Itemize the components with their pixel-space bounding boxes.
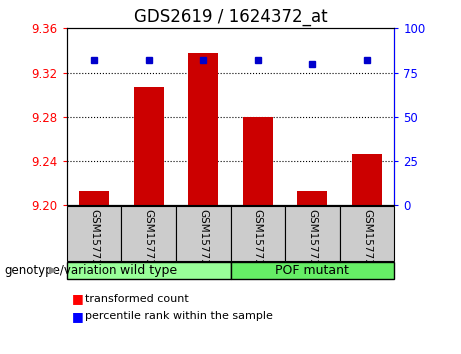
Text: ■: ■ xyxy=(71,292,83,305)
Bar xyxy=(67,206,121,261)
Bar xyxy=(340,206,394,261)
Bar xyxy=(134,87,164,205)
Bar xyxy=(67,262,230,279)
Text: POF mutant: POF mutant xyxy=(275,264,349,277)
Bar xyxy=(188,53,218,205)
Text: wild type: wild type xyxy=(120,264,177,277)
Bar xyxy=(243,117,273,205)
Text: GSM157736: GSM157736 xyxy=(253,209,263,272)
Bar xyxy=(285,206,340,261)
Text: GSM157732: GSM157732 xyxy=(89,209,99,272)
Bar xyxy=(121,206,176,261)
Text: GSM157734: GSM157734 xyxy=(144,209,154,272)
Text: GSM157738: GSM157738 xyxy=(362,209,372,272)
Bar xyxy=(297,191,327,205)
Bar xyxy=(176,206,230,261)
Title: GDS2619 / 1624372_at: GDS2619 / 1624372_at xyxy=(134,8,327,25)
Text: GSM157737: GSM157737 xyxy=(307,209,317,272)
Bar xyxy=(79,191,109,205)
Text: ■: ■ xyxy=(71,310,83,323)
Bar xyxy=(230,262,394,279)
Text: genotype/variation: genotype/variation xyxy=(5,264,117,277)
Text: GSM157735: GSM157735 xyxy=(198,209,208,272)
Bar xyxy=(352,154,382,205)
Text: percentile rank within the sample: percentile rank within the sample xyxy=(85,312,273,321)
Bar xyxy=(230,206,285,261)
Text: transformed count: transformed count xyxy=(85,294,189,304)
